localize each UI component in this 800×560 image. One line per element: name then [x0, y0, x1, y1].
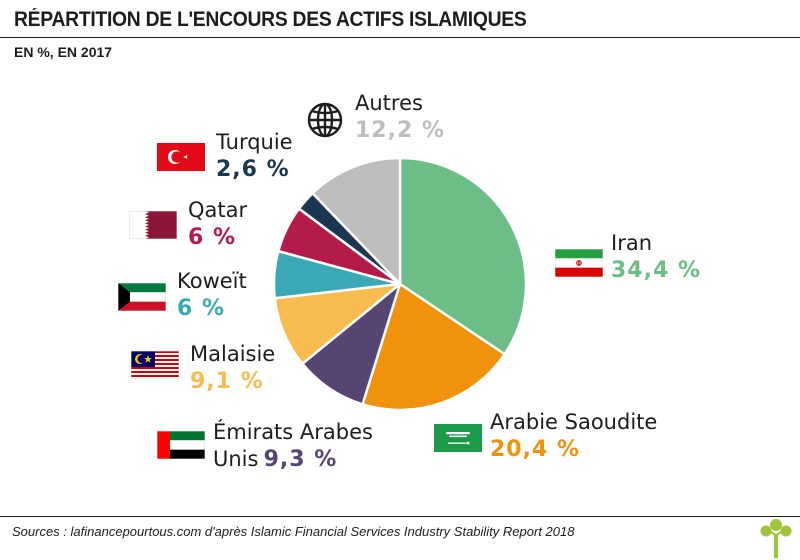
- chart-subtitle: EN %, EN 2017: [14, 44, 113, 60]
- footer-divider: [0, 516, 800, 517]
- slice-name-turquie: Turquie: [216, 130, 293, 154]
- uae-flag-icon: [157, 431, 205, 459]
- label-iran: Iran 34,4 %: [611, 230, 701, 285]
- slice-name-autres: Autres: [355, 91, 423, 115]
- label-arabie-saoudite: Arabie Saoudite 20,4 %: [490, 409, 657, 464]
- slice-name-arabie-saoudite: Arabie Saoudite: [490, 410, 658, 434]
- slice-value-qatar: 6 %: [188, 225, 237, 250]
- slice-value-iran: 34,4 %: [611, 258, 701, 283]
- slice-name-emirats: Émirats Arabes: [213, 420, 373, 444]
- source-note: Sources : lafinancepourtous.com d'après …: [12, 524, 575, 539]
- pie-slice-autres: [311, 156, 402, 286]
- label-qatar: Qatar 6 %: [188, 197, 247, 252]
- chart-title: RÉPARTITION DE L'ENCOURS DES ACTIFS ISLA…: [14, 8, 527, 31]
- slice-name-qatar: Qatar: [188, 198, 248, 222]
- slice-value-autres: 12,2 %: [355, 118, 445, 143]
- slice-name-emirats-line2: Unis: [213, 447, 259, 471]
- slice-value-koweit: 6 %: [177, 296, 226, 321]
- title-divider: [0, 37, 800, 38]
- label-turquie: Turquie 2,6 %: [216, 129, 293, 184]
- label-koweit: Koweït 6 %: [177, 268, 247, 323]
- pie-slice-iran: [398, 156, 528, 356]
- tree-logo-icon: [760, 519, 792, 558]
- qatar-flag-icon: [129, 211, 177, 239]
- turkey-flag-icon: [157, 143, 205, 171]
- pie-slice-arabie-saoudite: [361, 282, 506, 412]
- label-emirats: Émirats Arabes Unis 9,3 %: [213, 419, 373, 473]
- kuwait-flag-icon: [118, 283, 166, 311]
- slice-value-emirats: 9,3 %: [263, 447, 338, 472]
- slice-name-malaisie: Malaisie: [190, 342, 276, 366]
- slice-value-turquie: 2,6 %: [216, 157, 290, 182]
- label-autres: Autres 12,2 %: [355, 90, 445, 145]
- slice-name-iran: Iran: [611, 231, 653, 255]
- saudi-flag-icon: [434, 424, 482, 452]
- slice-name-koweit: Koweït: [177, 269, 247, 293]
- globe-icon: [307, 102, 343, 138]
- label-malaisie: Malaisie 9,1 %: [190, 341, 275, 396]
- slice-value-arabie-saoudite: 20,4 %: [490, 437, 580, 462]
- malaysia-flag-icon: [131, 351, 179, 379]
- slice-value-malaisie: 9,1 %: [190, 369, 264, 394]
- iran-flag-icon: [555, 249, 603, 277]
